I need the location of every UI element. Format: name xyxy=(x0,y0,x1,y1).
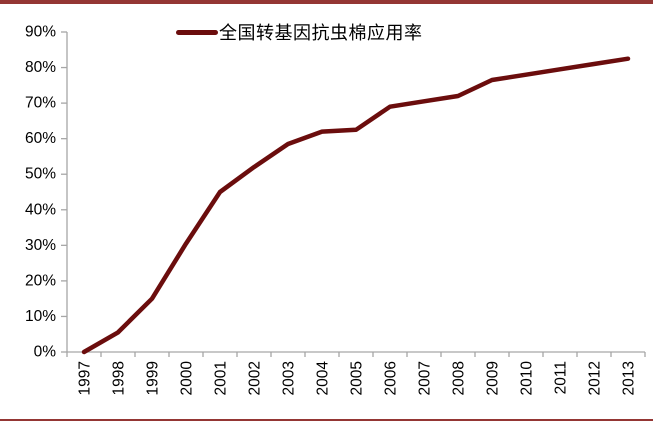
x-axis-tick-label: 2006 xyxy=(383,361,400,395)
x-axis-tick-label: 2008 xyxy=(451,361,468,395)
x-axis-tick-label: 2012 xyxy=(587,361,604,395)
y-axis-tick-label: 60% xyxy=(25,130,56,147)
x-axis-tick-label: 2000 xyxy=(179,361,196,396)
x-axis-tick-label: 2004 xyxy=(315,361,332,396)
y-axis-tick-label: 80% xyxy=(25,59,56,76)
x-axis-tick-label: 2009 xyxy=(485,361,502,395)
bottom-accent-line xyxy=(0,419,653,421)
series-line xyxy=(81,56,631,355)
y-axis-tick-label: 10% xyxy=(25,308,56,325)
x-axis-tick-label: 2001 xyxy=(213,361,230,395)
x-axis-tick-label: 1999 xyxy=(145,361,162,395)
y-axis-tick-label: 30% xyxy=(25,237,56,254)
x-axis-tick-label: 2011 xyxy=(553,361,570,394)
x-axis-tick-label: 2003 xyxy=(281,361,298,395)
y-axis-tick-label: 70% xyxy=(25,95,56,112)
x-axis-tick-label: 1998 xyxy=(111,361,128,395)
x-axis-tick-label: 2007 xyxy=(417,361,434,395)
x-axis-tick-label: 1997 xyxy=(77,361,94,395)
y-axis-tick-label: 90% xyxy=(25,24,56,41)
x-axis-tick-label: 2005 xyxy=(349,361,366,395)
legend-line-marker xyxy=(176,29,218,35)
y-axis-tick-label: 0% xyxy=(34,344,57,361)
x-axis-tick-label: 2013 xyxy=(621,361,638,395)
x-axis-tick-label: 2002 xyxy=(247,361,264,395)
top-accent-bar xyxy=(0,0,653,4)
x-axis-tick-label: 2010 xyxy=(519,361,536,396)
y-axis-tick-label: 40% xyxy=(25,201,56,218)
y-axis-tick-label: 20% xyxy=(25,272,56,289)
y-axis-tick-label: 50% xyxy=(25,166,56,183)
legend-series-label: 全国转基因抗虫棉应用率 xyxy=(219,23,423,43)
chart-legend: 全国转基因抗虫棉应用率 xyxy=(176,22,423,43)
